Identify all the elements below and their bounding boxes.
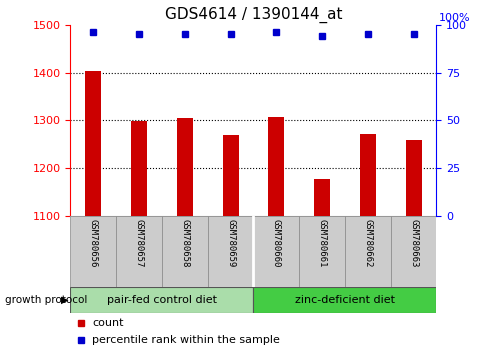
Bar	[253, 216, 299, 287]
Bar	[85, 71, 101, 216]
Bar	[70, 216, 116, 287]
Bar	[253, 287, 436, 313]
Bar	[70, 287, 253, 313]
Text: growth protocol: growth protocol	[5, 295, 87, 305]
Text: 100%: 100%	[438, 13, 469, 23]
Text: GSM780657: GSM780657	[134, 219, 143, 268]
Bar	[268, 116, 284, 216]
Bar	[405, 141, 421, 216]
Text: GSM780660: GSM780660	[271, 219, 280, 268]
Bar	[131, 121, 147, 216]
Bar	[344, 216, 390, 287]
Bar	[359, 134, 375, 216]
Bar	[207, 216, 253, 287]
Bar	[222, 135, 238, 216]
Bar	[162, 216, 207, 287]
Text: GSM780662: GSM780662	[363, 219, 372, 268]
Text: pair-fed control diet: pair-fed control diet	[106, 295, 216, 305]
Text: GSM780656: GSM780656	[89, 219, 97, 268]
Bar	[176, 118, 192, 216]
Text: percentile rank within the sample: percentile rank within the sample	[92, 335, 280, 344]
Text: count: count	[92, 318, 123, 328]
Text: zinc-deficient diet: zinc-deficient diet	[294, 295, 394, 305]
Text: ▶: ▶	[60, 295, 68, 305]
Bar	[314, 179, 330, 216]
Text: GSM780658: GSM780658	[180, 219, 189, 268]
Text: GSM780659: GSM780659	[226, 219, 235, 268]
Bar	[116, 216, 162, 287]
Bar	[299, 216, 344, 287]
Bar	[390, 216, 436, 287]
Text: GSM780663: GSM780663	[408, 219, 417, 268]
Title: GDS4614 / 1390144_at: GDS4614 / 1390144_at	[165, 7, 341, 23]
Text: GSM780661: GSM780661	[317, 219, 326, 268]
